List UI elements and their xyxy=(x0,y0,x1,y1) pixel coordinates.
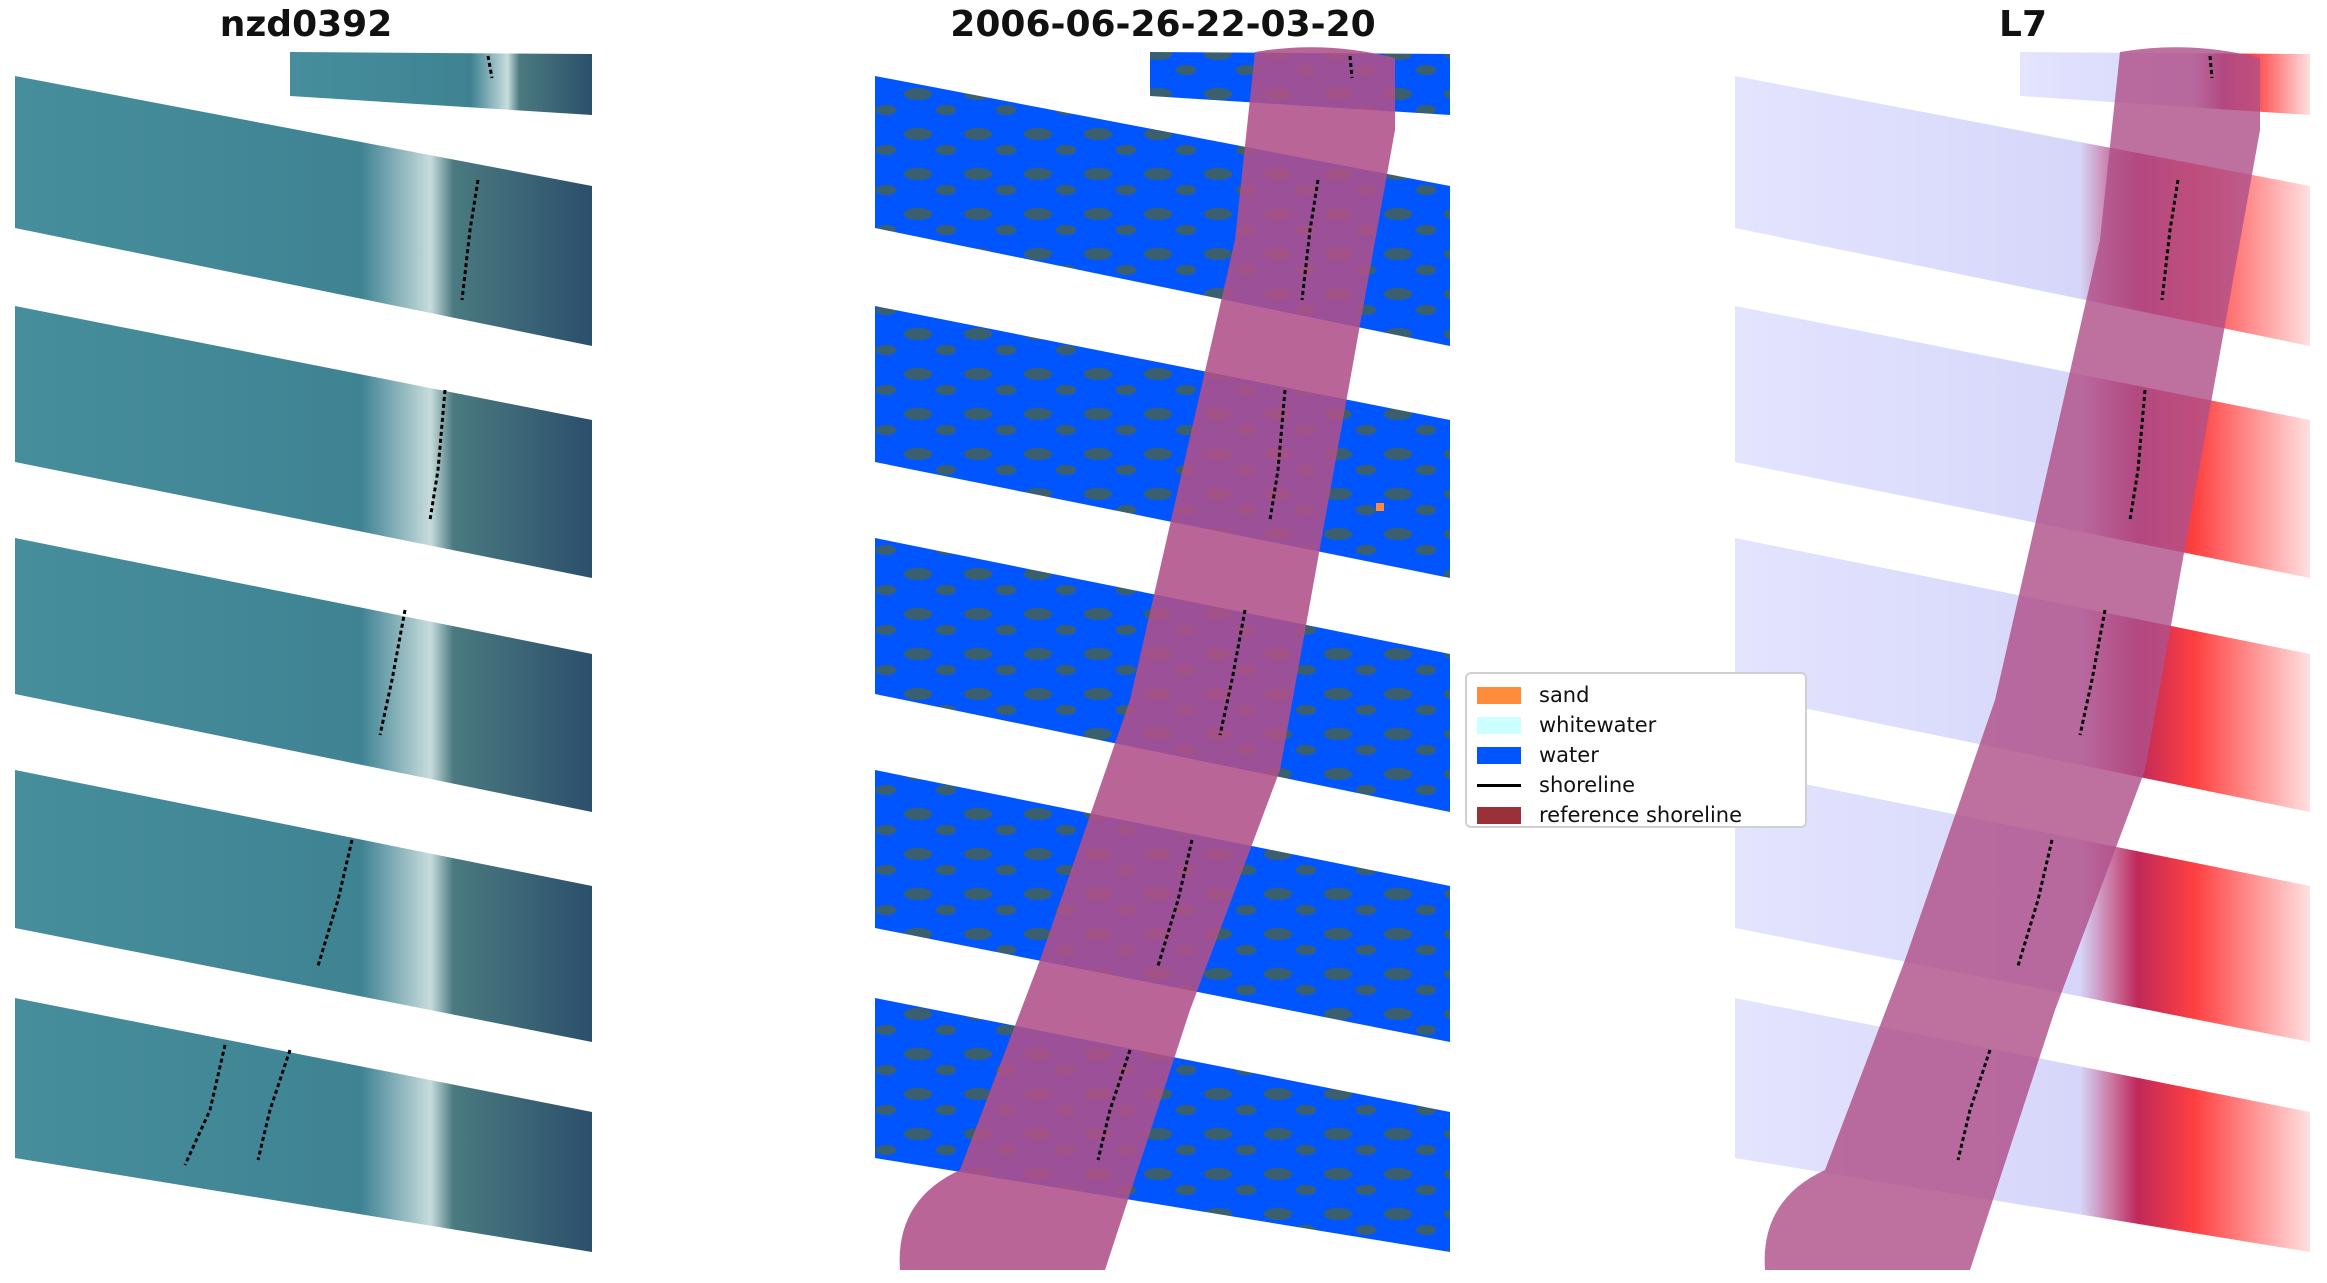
legend-label: water xyxy=(1539,743,1599,767)
panel-title-index: L7 xyxy=(1999,4,2047,45)
legend-item-reference-shoreline: reference shoreline xyxy=(1477,800,1795,830)
legend-item-whitewater: whitewater xyxy=(1477,710,1795,740)
rgb-image xyxy=(15,52,592,1252)
legend-label: sand xyxy=(1539,683,1590,707)
shoreline-cls xyxy=(1096,55,1354,1161)
shoreline-rgb xyxy=(183,55,494,1166)
shoreline-index xyxy=(1956,55,2214,1161)
legend: sand whitewater water shoreline referenc… xyxy=(1465,672,1807,828)
panel-title-classification: 2006-06-26-22-03-20 xyxy=(950,4,1376,45)
water-swatch xyxy=(1477,746,1521,764)
reference-buffer-index xyxy=(1764,47,2260,1271)
legend-label: reference shoreline xyxy=(1539,803,1743,827)
reference-shoreline-swatch xyxy=(1477,806,1521,824)
panel-title-rgb: nzd0392 xyxy=(219,4,393,45)
index-image xyxy=(1735,47,2310,1271)
reference-buffer-cls xyxy=(899,47,1395,1271)
legend-item-shoreline: shoreline xyxy=(1477,770,1795,800)
sand-swatch xyxy=(1477,686,1521,704)
whitewater-swatch xyxy=(1477,716,1521,734)
legend-label: shoreline xyxy=(1539,773,1636,797)
legend-label: whitewater xyxy=(1539,713,1657,737)
legend-item-sand: sand xyxy=(1477,680,1795,710)
legend-item-water: water xyxy=(1477,740,1795,770)
shoreline-swatch xyxy=(1477,783,1521,787)
classification-image xyxy=(875,47,1450,1271)
sand-pixel xyxy=(1376,503,1384,511)
